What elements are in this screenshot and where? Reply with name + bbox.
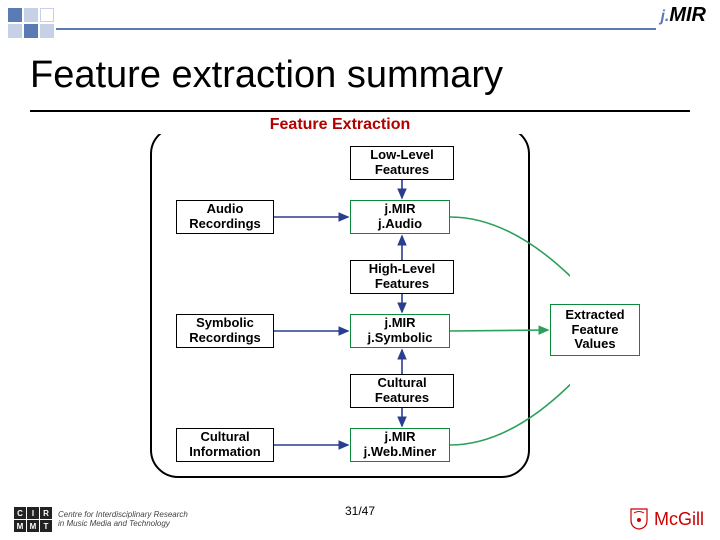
tool-jaudio: j.MIRj.Audio (350, 200, 450, 234)
label-low-level: Low-LevelFeatures (350, 146, 454, 180)
header-rule (56, 28, 656, 30)
tool-jsymbolic: j.MIRj.Symbolic (350, 314, 450, 348)
label-high-level: High-LevelFeatures (350, 260, 454, 294)
decor-sq (40, 8, 54, 22)
cirmmt-text: Centre for Interdisciplinary Research in… (58, 511, 188, 529)
cirmmt-line2: in Music Media and Technology (58, 520, 188, 529)
mcgill-shield-icon (630, 508, 648, 530)
label-cultural: CulturalFeatures (350, 374, 454, 408)
jmir-logo: j.MIR (660, 4, 706, 27)
footer-cirmmt: CIRMMT Centre for Interdisciplinary Rese… (14, 507, 188, 532)
decor-sq (24, 24, 38, 38)
cirmmt-letter: T (40, 520, 52, 532)
input-symbolic: SymbolicRecordings (176, 314, 274, 348)
diagram-title: Feature Extraction (150, 116, 530, 134)
cirmmt-letter: I (27, 507, 39, 519)
jmir-logo-mir: MIR (669, 4, 706, 26)
decor-sq (8, 24, 22, 38)
cirmmt-logo-icon: CIRMMT (14, 507, 52, 532)
diagram: Feature Extraction Low-LevelFeatures Hig… (150, 118, 570, 484)
decor-sq (8, 8, 22, 22)
cirmmt-letter: M (14, 520, 26, 532)
diagram-title-text: Feature Extraction (262, 116, 418, 133)
decor-sq (40, 24, 54, 38)
jmir-logo-j: j. (660, 8, 669, 25)
cirmmt-letter: M (27, 520, 39, 532)
diagram-frame (150, 126, 530, 478)
mcgill-wordmark: McGill (654, 509, 704, 530)
input-audio: AudioRecordings (176, 200, 274, 234)
cirmmt-letter: C (14, 507, 26, 519)
footer-mcgill: McGill (630, 508, 704, 530)
title-underline (30, 110, 690, 112)
decor-sq (24, 8, 38, 22)
tool-jwebminer: j.MIRj.Web.Miner (350, 428, 450, 462)
slide-title: Feature extraction summary (30, 54, 503, 97)
input-cultural: CulturalInformation (176, 428, 274, 462)
corner-decor (8, 8, 54, 38)
cirmmt-letter: R (40, 507, 52, 519)
output-extracted-values: ExtractedFeatureValues (550, 304, 640, 356)
